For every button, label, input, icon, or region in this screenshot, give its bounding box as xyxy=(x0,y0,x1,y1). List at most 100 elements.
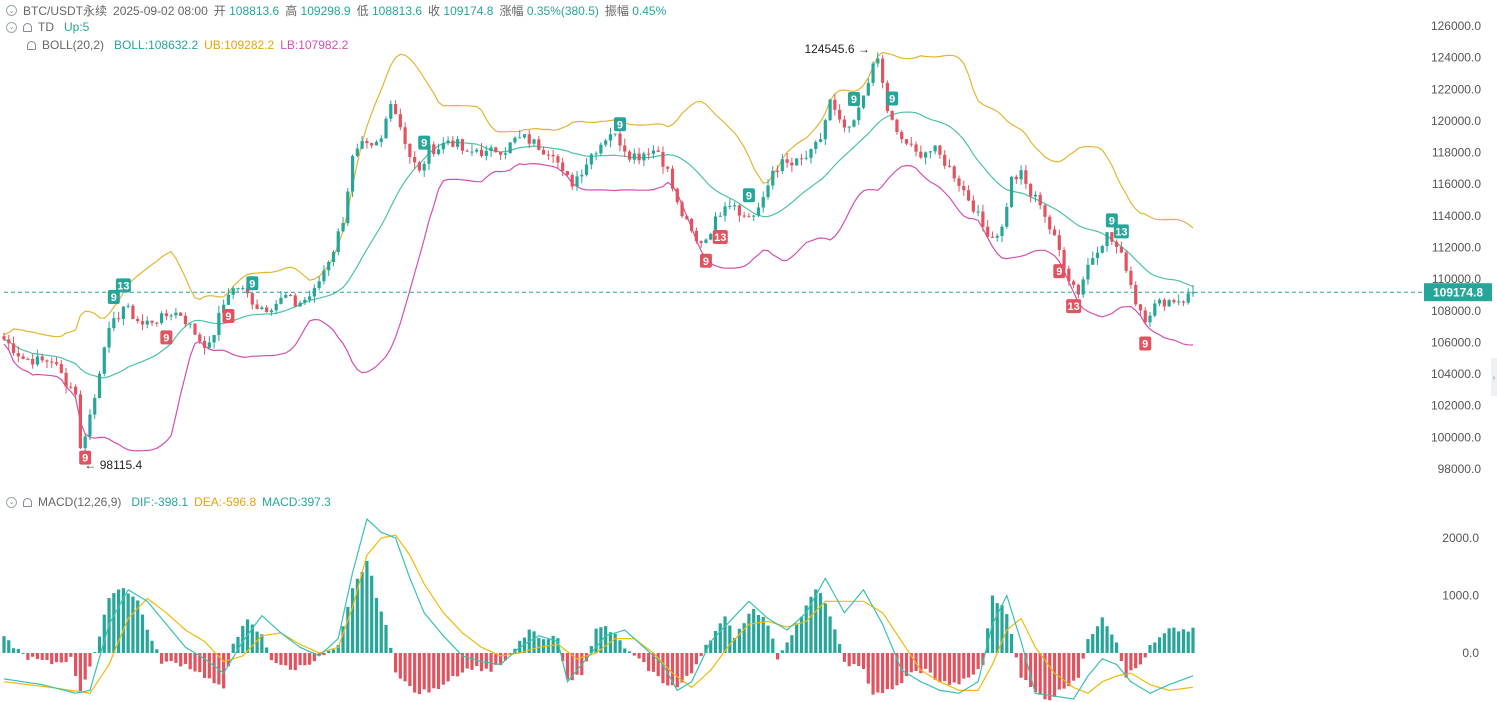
candle-body xyxy=(804,157,808,159)
candle-body xyxy=(1134,284,1138,305)
candle-body xyxy=(1024,170,1028,184)
candle xyxy=(866,78,870,97)
candle xyxy=(1157,298,1162,307)
macd-histogram-bar xyxy=(64,653,68,662)
candle xyxy=(699,240,703,248)
macd-histogram-bar xyxy=(398,653,402,679)
chevron-down-icon[interactable]: ⌄ xyxy=(6,5,17,16)
candle-body xyxy=(809,148,813,158)
candle xyxy=(756,202,761,218)
candle xyxy=(145,316,149,329)
macd-histogram-bar xyxy=(680,653,684,683)
candle-body xyxy=(823,120,827,140)
macd-histogram-bar xyxy=(1148,644,1152,653)
macd-histogram-bar xyxy=(852,653,856,665)
candle xyxy=(484,145,488,161)
macd-histogram-bar xyxy=(584,653,589,662)
candle xyxy=(374,139,379,146)
td-marker-box xyxy=(886,91,899,106)
macd-histogram-bar xyxy=(489,653,493,672)
candle xyxy=(513,136,517,145)
boll-name[interactable]: BOLL(20,2) xyxy=(42,38,105,52)
candle xyxy=(59,359,63,374)
macd-histogram-bar xyxy=(456,653,460,677)
macd-name[interactable]: MACD(12,26,9) xyxy=(38,495,122,509)
candle xyxy=(288,293,293,297)
candle xyxy=(183,312,188,328)
candle xyxy=(1057,229,1061,257)
candle xyxy=(986,220,990,239)
macd-histogram-bar xyxy=(651,653,656,672)
macd-histogram-bar xyxy=(503,653,507,661)
bell-icon[interactable] xyxy=(27,40,36,50)
macd-histogram-bar xyxy=(446,653,450,682)
chevron-down-icon[interactable]: ⌄ xyxy=(6,21,17,33)
candle-body xyxy=(1100,246,1104,253)
macd-histogram-bar xyxy=(823,603,827,653)
candle xyxy=(565,170,570,176)
candle xyxy=(680,200,684,218)
expand-panel-arrow-icon[interactable]: › xyxy=(1491,358,1497,396)
candle xyxy=(150,320,154,327)
candle xyxy=(890,110,894,121)
macd-histogram-bar xyxy=(670,653,675,686)
candle-body xyxy=(828,99,832,121)
candle xyxy=(1014,174,1018,184)
price-axis-tick: 108000.0 xyxy=(1431,304,1481,318)
candle xyxy=(212,335,216,349)
bell-icon[interactable] xyxy=(23,497,32,507)
candle-body xyxy=(499,152,503,155)
macd-histogram-bar xyxy=(131,596,135,653)
macd-histogram-bar xyxy=(857,653,861,666)
macd-histogram-bar xyxy=(966,653,971,678)
macd-histogram-bar xyxy=(704,644,708,653)
macd-histogram-bar xyxy=(1009,633,1014,653)
td-marker-box xyxy=(79,450,92,465)
macd-histogram-bar xyxy=(336,644,340,653)
macd-histogram-bar xyxy=(814,589,818,653)
candle-body xyxy=(1191,292,1195,294)
macd-histogram-bar xyxy=(699,653,703,657)
candle-body xyxy=(1043,205,1047,217)
candle-body xyxy=(446,140,450,143)
macd-histogram-bar xyxy=(475,653,479,667)
td-marker: 9 xyxy=(847,91,860,106)
candle xyxy=(575,170,579,191)
macd-histogram-bar xyxy=(422,653,426,690)
candle xyxy=(632,148,636,164)
candle xyxy=(169,313,173,321)
candle-body xyxy=(451,140,455,147)
symbol-label: BTC/USDT永续 xyxy=(23,4,108,18)
chevron-down-icon[interactable]: ⌄ xyxy=(6,496,17,508)
macd-histogram-bar xyxy=(694,653,698,665)
candle-body xyxy=(1014,176,1018,180)
macd-histogram-bar xyxy=(159,653,164,664)
candle xyxy=(121,306,125,326)
macd-histogram-bar xyxy=(570,653,574,681)
macd-histogram-bar xyxy=(923,653,928,669)
candle xyxy=(117,312,121,323)
datetime-label: 2025-09-02 08:00 xyxy=(113,3,208,18)
macd-histogram-bar xyxy=(317,653,321,656)
candle-body xyxy=(866,82,870,96)
candle xyxy=(250,292,254,310)
candle xyxy=(842,115,847,133)
close-value: 109174.8 xyxy=(443,4,494,18)
td-name[interactable]: TD xyxy=(38,20,54,34)
candle xyxy=(904,139,909,146)
candle xyxy=(88,409,92,441)
candle-body xyxy=(752,215,756,217)
macd-histogram-bar xyxy=(269,653,274,661)
candle-body xyxy=(212,335,216,343)
candle xyxy=(1048,214,1052,235)
candle xyxy=(1138,304,1143,316)
candle xyxy=(350,154,355,198)
macd-histogram-bar xyxy=(838,644,842,653)
td-marker-box xyxy=(418,135,431,150)
td-marker-box xyxy=(1139,336,1152,351)
bell-icon[interactable] xyxy=(23,22,32,32)
candle-body xyxy=(680,202,684,217)
candle-body xyxy=(341,223,345,232)
candle xyxy=(923,151,928,165)
